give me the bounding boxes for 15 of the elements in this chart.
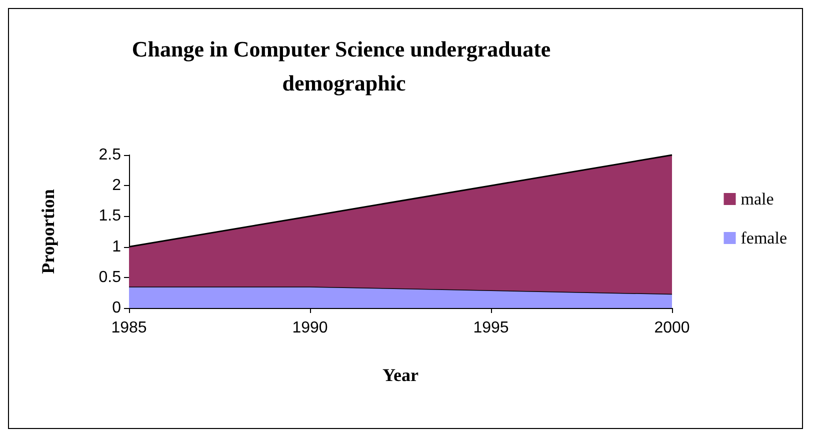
x-tick-label: 2000: [654, 320, 690, 336]
y-tick-label: 0.5: [98, 268, 122, 286]
y-tick-label: 1.5: [98, 208, 122, 225]
y-tick-label: 1: [112, 238, 122, 256]
x-tick-label: 1985: [111, 320, 147, 336]
y-tick-label: 2: [112, 177, 122, 194]
y-axis-title: Proportion: [38, 189, 58, 274]
y-tick-label: 2.5: [98, 146, 122, 164]
x-tick-label: 1995: [473, 320, 509, 336]
legend-label: female: [740, 228, 788, 248]
x-tick-label: 1990: [292, 320, 328, 336]
x-axis-title: Year: [382, 365, 418, 385]
chart-title: Change in Computer Science undergraduate demographic: [132, 36, 556, 96]
y-tick-label: 0: [112, 300, 122, 316]
legend-label: male: [740, 190, 774, 208]
